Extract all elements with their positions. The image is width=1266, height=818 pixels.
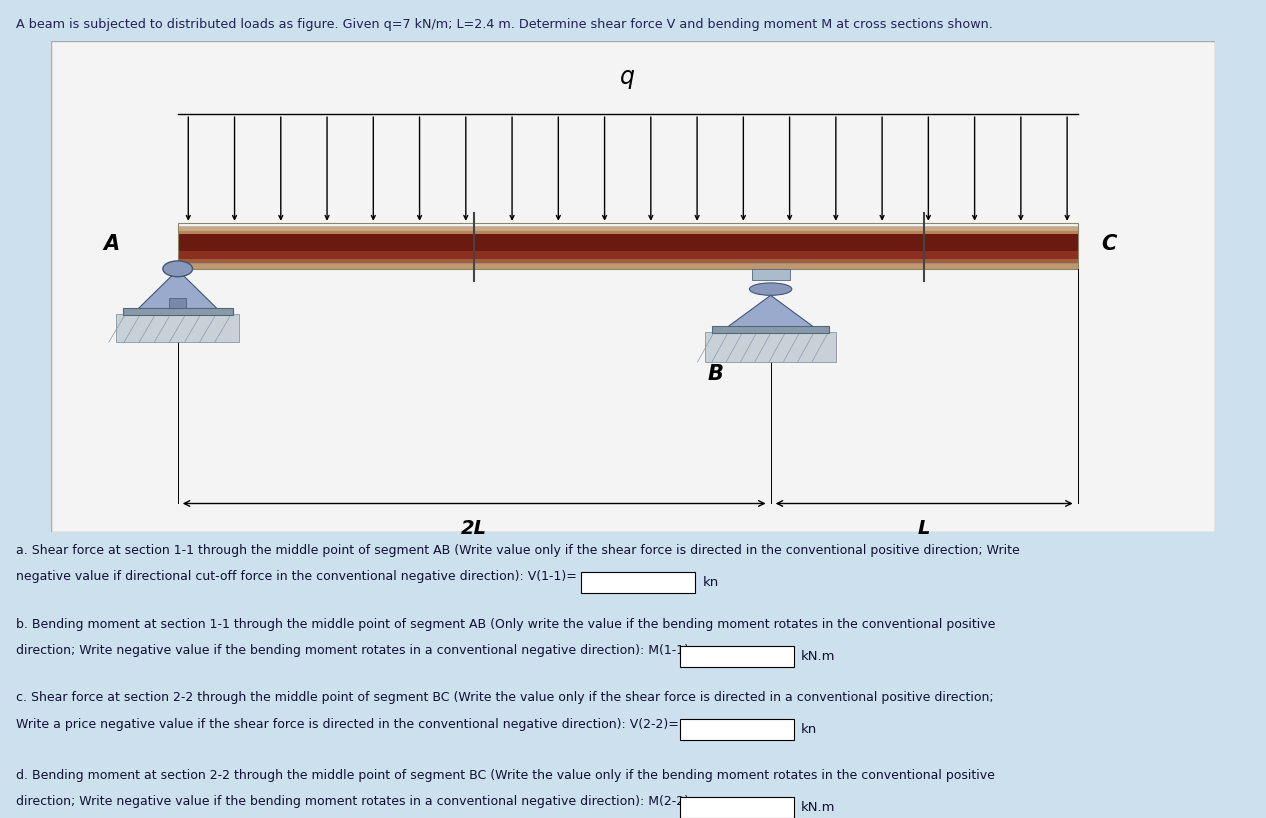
- Text: L: L: [918, 519, 931, 538]
- Text: direction; Write negative value if the bending moment rotates in a conventional : direction; Write negative value if the b…: [16, 795, 700, 808]
- Text: kN.m: kN.m: [801, 649, 836, 663]
- Bar: [177, 240, 1077, 260]
- Bar: [177, 231, 1077, 240]
- Ellipse shape: [749, 283, 791, 295]
- Text: q: q: [620, 65, 636, 89]
- Bar: [123, 308, 233, 315]
- Text: b. Bending moment at section 1-1 through the middle point of segment AB (Only wr: b. Bending moment at section 1-1 through…: [16, 618, 996, 631]
- Bar: [705, 332, 837, 362]
- Text: Write a price negative value if the shear force is directed in the conventional : Write a price negative value if the shea…: [16, 717, 680, 730]
- Text: kn: kn: [801, 723, 818, 736]
- Text: d. Bending moment at section 2-2 through the middle point of segment BC (Write t: d. Bending moment at section 2-2 through…: [16, 769, 995, 782]
- Text: a. Shear force at section 1-1 through the middle point of segment AB (Write valu: a. Shear force at section 1-1 through th…: [16, 544, 1020, 557]
- Bar: [713, 326, 829, 333]
- Bar: [177, 222, 1077, 269]
- Text: A beam is subjected to distributed loads as figure. Given q=7 kN/m; L=2.4 m. Det: A beam is subjected to distributed loads…: [16, 18, 994, 31]
- Text: kN.m: kN.m: [801, 801, 836, 814]
- Circle shape: [163, 261, 192, 276]
- Text: B: B: [708, 363, 724, 384]
- Polygon shape: [138, 270, 218, 309]
- Text: c. Shear force at section 2-2 through the middle point of segment BC (Write the : c. Shear force at section 2-2 through th…: [16, 691, 994, 704]
- Bar: [116, 314, 239, 342]
- Text: negative value if directional cut-off force in the conventional negative directi: negative value if directional cut-off fo…: [16, 570, 577, 583]
- Text: kn: kn: [703, 576, 719, 589]
- Bar: [170, 298, 186, 309]
- Bar: [177, 258, 1077, 264]
- Bar: [177, 226, 1077, 231]
- Bar: [177, 263, 1077, 269]
- Text: C: C: [1101, 234, 1117, 254]
- Text: direction; Write negative value if the bending moment rotates in a conventional : direction; Write negative value if the b…: [16, 644, 700, 657]
- Bar: [177, 234, 1077, 251]
- Bar: [752, 269, 790, 280]
- Polygon shape: [727, 295, 815, 328]
- Text: A: A: [104, 234, 119, 254]
- Text: 2L: 2L: [461, 519, 487, 538]
